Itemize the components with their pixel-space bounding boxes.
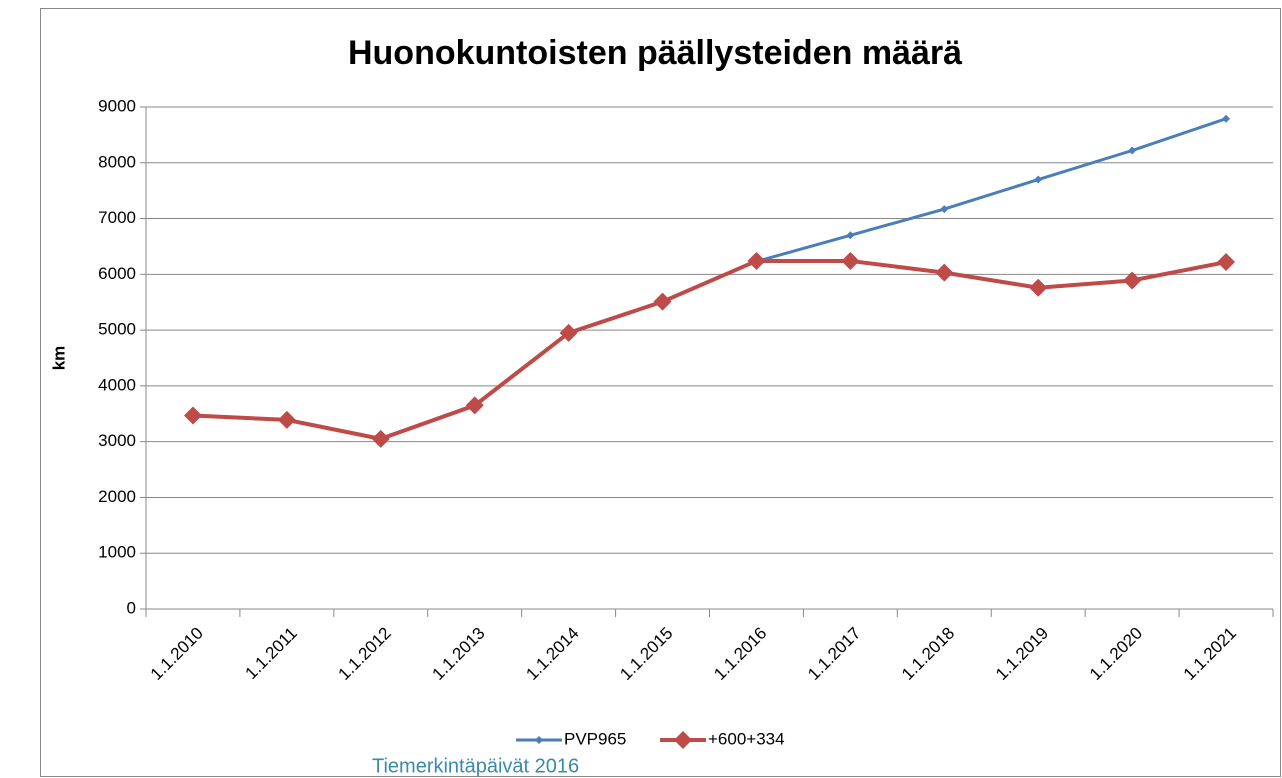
series-line — [192, 258, 1227, 441]
data-point — [183, 406, 202, 425]
data-point — [371, 429, 390, 448]
series-line — [756, 117, 1227, 263]
y-tick-label: 3000 — [98, 431, 136, 450]
data-point — [1222, 114, 1231, 123]
data-point — [1034, 175, 1043, 184]
data-point — [1123, 271, 1142, 290]
data-point — [1128, 146, 1137, 155]
data-point — [465, 396, 484, 415]
y-tick-label: 7000 — [98, 208, 136, 227]
y-tick-label: 5000 — [98, 320, 136, 339]
y-tick-label: 2000 — [98, 487, 136, 506]
chart-title: Huonokuntoisten päällysteiden määrä — [348, 34, 962, 72]
footer: Tiemerkintäpäivät 2016 — [372, 755, 579, 777]
data-point — [935, 263, 954, 282]
data-point — [940, 205, 949, 214]
data-point — [1217, 253, 1236, 272]
y-tick-label: 9000 — [98, 96, 136, 115]
y-tick-label: 6000 — [98, 264, 136, 283]
data-point — [653, 292, 672, 311]
y-tick-label: 4000 — [98, 375, 136, 394]
chart-border — [40, 8, 1281, 777]
legend-label: PVP965 — [564, 729, 626, 748]
legend-label: +600+334 — [708, 729, 785, 748]
y-axis-label: km — [49, 346, 68, 371]
y-tick-label: 8000 — [98, 152, 136, 171]
legend-marker — [535, 736, 543, 744]
data-point — [846, 231, 855, 240]
y-tick-label: 1000 — [98, 543, 136, 562]
data-point — [277, 410, 296, 429]
data-point — [559, 323, 578, 342]
legend-marker — [674, 731, 692, 749]
data-point — [841, 251, 860, 270]
data-point — [747, 251, 766, 270]
data-point — [1029, 278, 1048, 297]
y-tick-label: 0 — [127, 598, 136, 617]
